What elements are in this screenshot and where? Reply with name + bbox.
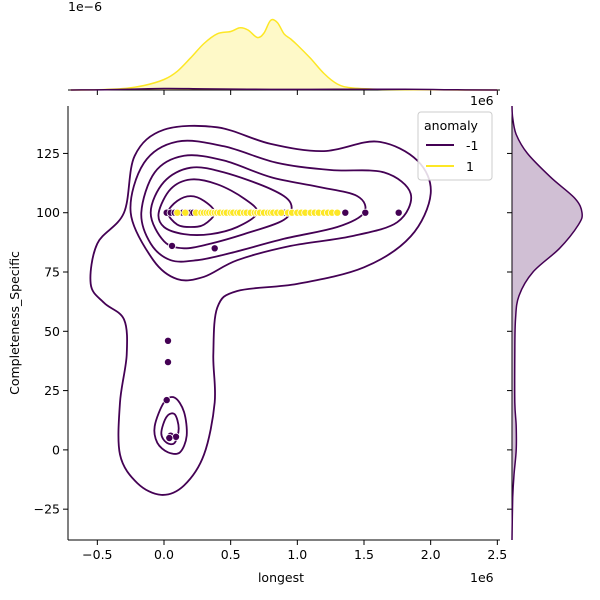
x-tick-label-2: 0.5 [221,547,241,562]
top-marginal-line-series-1 [70,18,498,91]
scatter-point-series-1-1 [181,208,190,217]
scatter-point-series-0-19 [165,433,174,442]
scatter-point-series-0-13 [210,244,219,253]
x-tick-label-6: 2.5 [487,547,507,562]
y-tick-label-4: 75 [44,265,60,280]
y-ticks: −25 0 25 50 75 100 125 [34,146,68,517]
contour-level-7 [160,412,180,446]
right-marginal-line-series-neg1 [511,105,583,541]
top-marginal-line-series-neg1 [70,87,498,91]
legend-label-1: 1 [466,159,474,174]
right-marginal-fill-series-neg1 [512,106,583,540]
scatter-point-series-0-9 [341,208,350,217]
scatter-point-series-1-40 [333,208,342,217]
top-marginal-offset-label: 1e−6 [68,0,102,14]
x-tick-label-3: 1.0 [287,547,307,562]
legend-title: anomaly [424,118,479,133]
y-tick-label-2: 25 [44,383,60,398]
scatter-point-series-1-28 [277,208,286,217]
x-marginal-offset-label: 1e6 [470,93,494,108]
scatter-point-series-0-16 [162,396,171,405]
x-ticks: −0.5 0.0 0.5 1.0 1.5 2.0 2.5 [82,540,507,562]
y-tick-label-6: 125 [36,146,60,161]
main-plot-area: −0.5 0.0 0.5 1.0 1.5 2.0 2.5 −25 0 25 50 75 100 125 [34,106,507,562]
x-tick-label-0: −0.5 [82,547,112,562]
y-tick-label-5: 100 [36,205,60,220]
x-axis-label: longest [258,570,304,585]
scatter-point-series-0-15 [163,358,172,367]
x-tick-label-1: 0.0 [154,547,174,562]
legend-label-neg1: -1 [466,138,478,153]
contour-level-1 [157,178,259,236]
y-tick-label-1: 0 [52,442,60,457]
top-marginal-fill-series-1 [70,19,498,91]
legend: anomaly -1 1 [417,111,493,181]
kde-contours [89,124,432,496]
y-tick-label-0: −25 [34,502,60,517]
scatter-point-series-0-18 [171,432,180,441]
y-tick-label-3: 50 [44,324,60,339]
scatter-point-series-0-12 [167,241,176,250]
legend-frame [417,111,493,181]
scatter-point-series-0-11 [394,208,403,217]
scatter-point-series-0-14 [163,336,172,345]
contour-level-5 [89,124,432,496]
x-tick-label-4: 1.5 [354,547,374,562]
scatter-point-series-1-0 [173,208,182,217]
right-marginal-plot [507,105,583,541]
x-tick-label-5: 2.0 [421,547,441,562]
scatter-point-series-0-10 [361,208,370,217]
top-marginal-plot [68,18,500,95]
contour-level-2 [149,166,293,250]
y-axis-label: Completeness_Specific [7,251,22,395]
scatter-points [162,208,403,442]
contour-level-6 [153,396,188,455]
contour-level-4 [129,139,413,282]
x-axis-offset-label: 1e6 [470,570,494,585]
